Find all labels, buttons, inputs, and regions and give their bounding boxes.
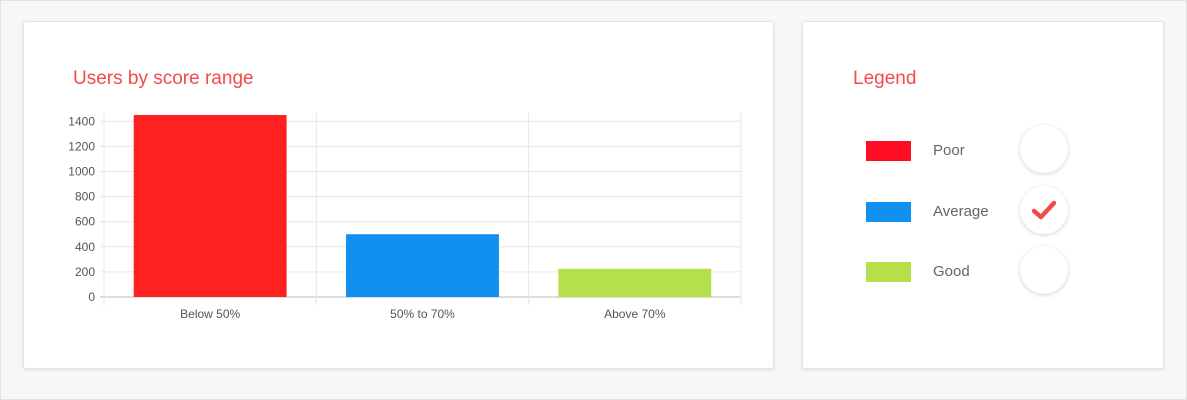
chart-card: Users by score range 0 200 400 600 800 1000 12… [23, 21, 774, 369]
x-tick-label: Below 50% [180, 307, 240, 321]
legend-swatch-good [866, 262, 911, 282]
bar [346, 234, 499, 297]
toggle-poor[interactable] [1020, 125, 1068, 173]
x-tick-label: 50% to 70% [390, 307, 455, 321]
y-tick-label: 0 [88, 290, 95, 304]
legend-swatch-average [866, 202, 911, 222]
legend-label-average: Average [933, 203, 989, 220]
legend-item-average: Average [803, 186, 1163, 236]
legend-title: Legend [853, 68, 917, 89]
y-tick-label: 800 [75, 190, 95, 204]
x-tick-label: Above 70% [604, 307, 666, 321]
y-tick-label: 1200 [68, 139, 95, 153]
y-tick-label: 1000 [68, 164, 95, 178]
legend-item-good: Good [803, 246, 1163, 296]
y-tick-label: 600 [75, 215, 95, 229]
chart-title: Users by score range [73, 68, 254, 89]
legend-swatch-poor [866, 141, 911, 161]
legend-item-poor: Poor [803, 125, 1163, 175]
legend-label-good: Good [933, 263, 970, 280]
toggle-good[interactable] [1020, 246, 1068, 294]
check-icon [1032, 200, 1056, 220]
bar-chart: 0 200 400 600 800 1000 1200 1400 Below 50% 50% to… [68, 113, 742, 321]
toggle-average[interactable] [1020, 186, 1068, 234]
y-tick-label: 200 [75, 265, 95, 279]
bar [558, 268, 712, 297]
y-tick-label: 1400 [68, 114, 95, 128]
y-tick-label: 400 [75, 240, 95, 254]
legend-label-poor: Poor [933, 142, 965, 159]
bar [133, 115, 287, 297]
legend-card: Legend Poor Average Good [802, 21, 1164, 369]
